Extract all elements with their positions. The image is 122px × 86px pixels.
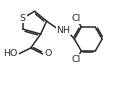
- Text: Cl: Cl: [72, 14, 81, 23]
- Text: NH: NH: [56, 26, 71, 35]
- Text: HO: HO: [3, 49, 18, 58]
- Text: Cl: Cl: [72, 55, 81, 64]
- Text: O: O: [45, 49, 52, 58]
- Text: S: S: [20, 14, 26, 23]
